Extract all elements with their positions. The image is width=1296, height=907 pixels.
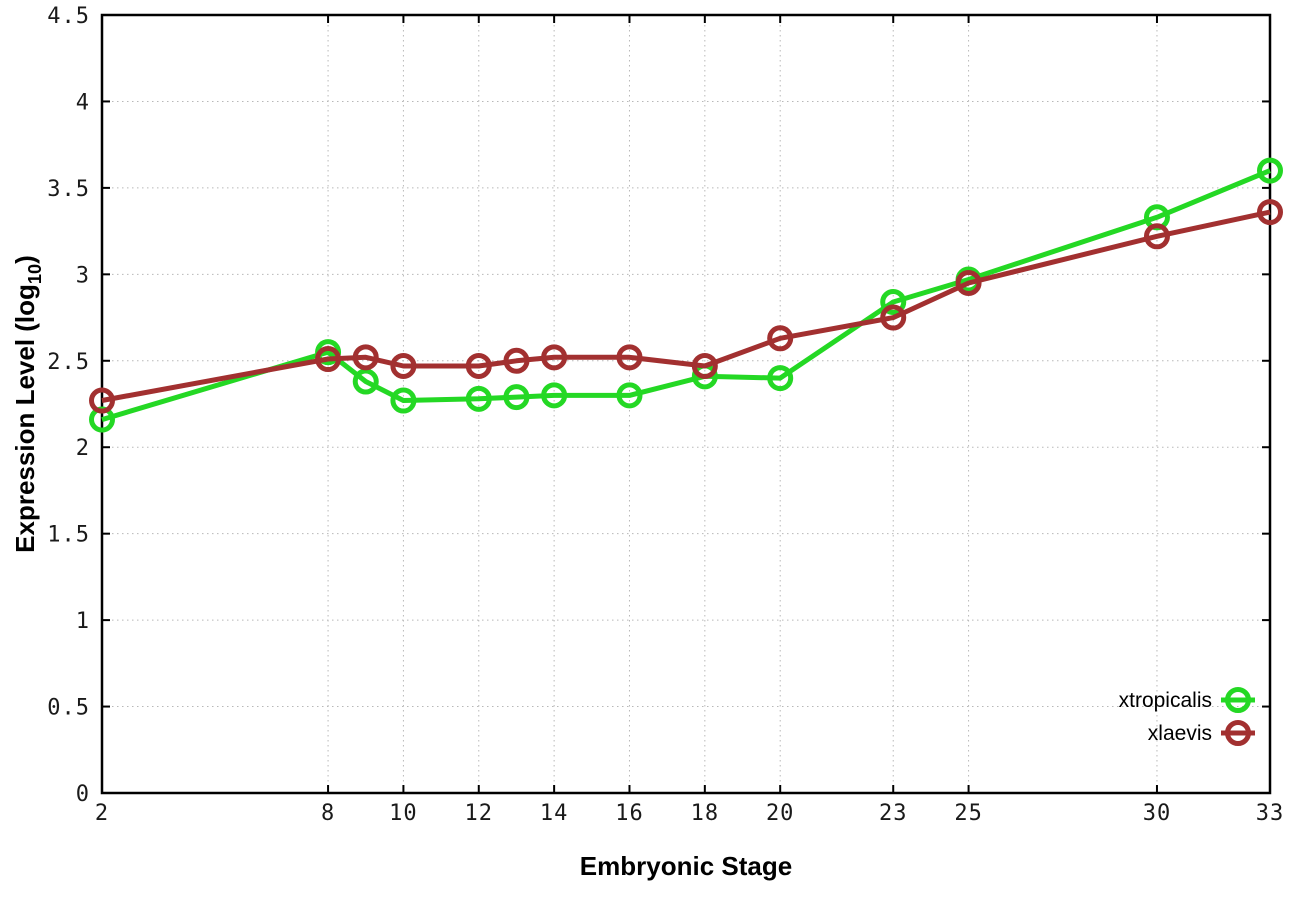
x-tick-label: 8	[321, 801, 335, 826]
legend-marker-xlaevis	[1225, 720, 1251, 746]
data-point-xtropicalis-stage-16	[616, 382, 643, 409]
data-point-xtropicalis-stage-10	[390, 387, 417, 414]
series-line-xlaevis	[101, 209, 1271, 403]
y-axis-title-close: )	[10, 255, 40, 264]
x-tick-label: 18	[691, 801, 720, 826]
series-line-xtropicalis	[101, 168, 1271, 422]
x-tick-label: 33	[1256, 801, 1285, 826]
data-point-xlaevis-stage-18	[691, 352, 718, 379]
data-point-xlaevis-stage-12	[465, 352, 492, 379]
y-tick-label: 0	[76, 782, 90, 807]
y-tick-label: 4	[76, 90, 90, 115]
y-tick-label: 4.5	[47, 4, 90, 29]
y-tick-label: 1	[76, 609, 90, 634]
y-tick-label: 1.5	[47, 523, 90, 548]
grid	[101, 14, 1271, 794]
x-tick-label: 10	[389, 801, 418, 826]
data-point-xlaevis-stage-23	[880, 304, 907, 331]
legend-marker-xtropicalis	[1225, 687, 1251, 713]
data-point-xtropicalis-stage-9	[352, 368, 379, 395]
x-tick-label: 23	[879, 801, 908, 826]
x-tick-label: 2	[95, 801, 109, 826]
legend: xtropicalis xlaevis	[1119, 687, 1255, 746]
x-tick-label: 16	[615, 801, 644, 826]
data-point-xlaevis-stage-30	[1143, 223, 1170, 250]
x-tick-label: 25	[954, 801, 983, 826]
x-axis-title: Embryonic Stage	[580, 851, 792, 881]
x-tick-label: 30	[1143, 801, 1172, 826]
data-point-xtropicalis-stage-13	[503, 384, 530, 411]
data-point-xlaevis-stage-13	[503, 347, 530, 374]
x-tick-label: 12	[465, 801, 494, 826]
data-point-xtropicalis-stage-20	[767, 365, 794, 392]
y-axis-title: Expression Level (log10)	[10, 255, 45, 553]
y-axis-title-text: Expression Level (log	[10, 284, 40, 553]
data-point-xlaevis-stage-20	[767, 325, 794, 352]
data-point-xtropicalis-stage-33	[1257, 157, 1283, 184]
data-point-xtropicalis-stage-12	[465, 385, 492, 412]
x-tick-label: 14	[540, 801, 569, 826]
y-tick-label: 3	[76, 263, 90, 288]
y-axis-title-subscript: 10	[25, 264, 45, 284]
plot-border	[100, 13, 1272, 795]
legend-label-xtropicalis: xtropicalis	[1119, 689, 1212, 712]
tick-marks	[101, 14, 1271, 794]
data-point-xlaevis-stage-25	[955, 269, 982, 296]
x-tick-label: 20	[766, 801, 795, 826]
y-tick-label: 2	[76, 436, 90, 461]
legend-label-xlaevis: xlaevis	[1148, 722, 1212, 745]
y-tick-label: 0.5	[47, 696, 90, 721]
data-point-xlaevis-stage-14	[541, 344, 568, 371]
data-point-xlaevis-stage-8	[315, 346, 342, 373]
data-point-xlaevis-stage-10	[390, 352, 417, 379]
data-point-xlaevis-stage-33	[1257, 199, 1283, 226]
y-tick-label: 2.5	[47, 350, 90, 375]
data-point-xtropicalis-stage-14	[541, 382, 568, 409]
data-point-xlaevis-stage-2	[89, 387, 115, 414]
data-point-xtropicalis-stage-23	[880, 288, 907, 315]
y-tick-label: 3.5	[47, 177, 90, 202]
data-point-xlaevis-stage-16	[616, 344, 643, 371]
data-point-xlaevis-stage-9	[352, 344, 379, 371]
